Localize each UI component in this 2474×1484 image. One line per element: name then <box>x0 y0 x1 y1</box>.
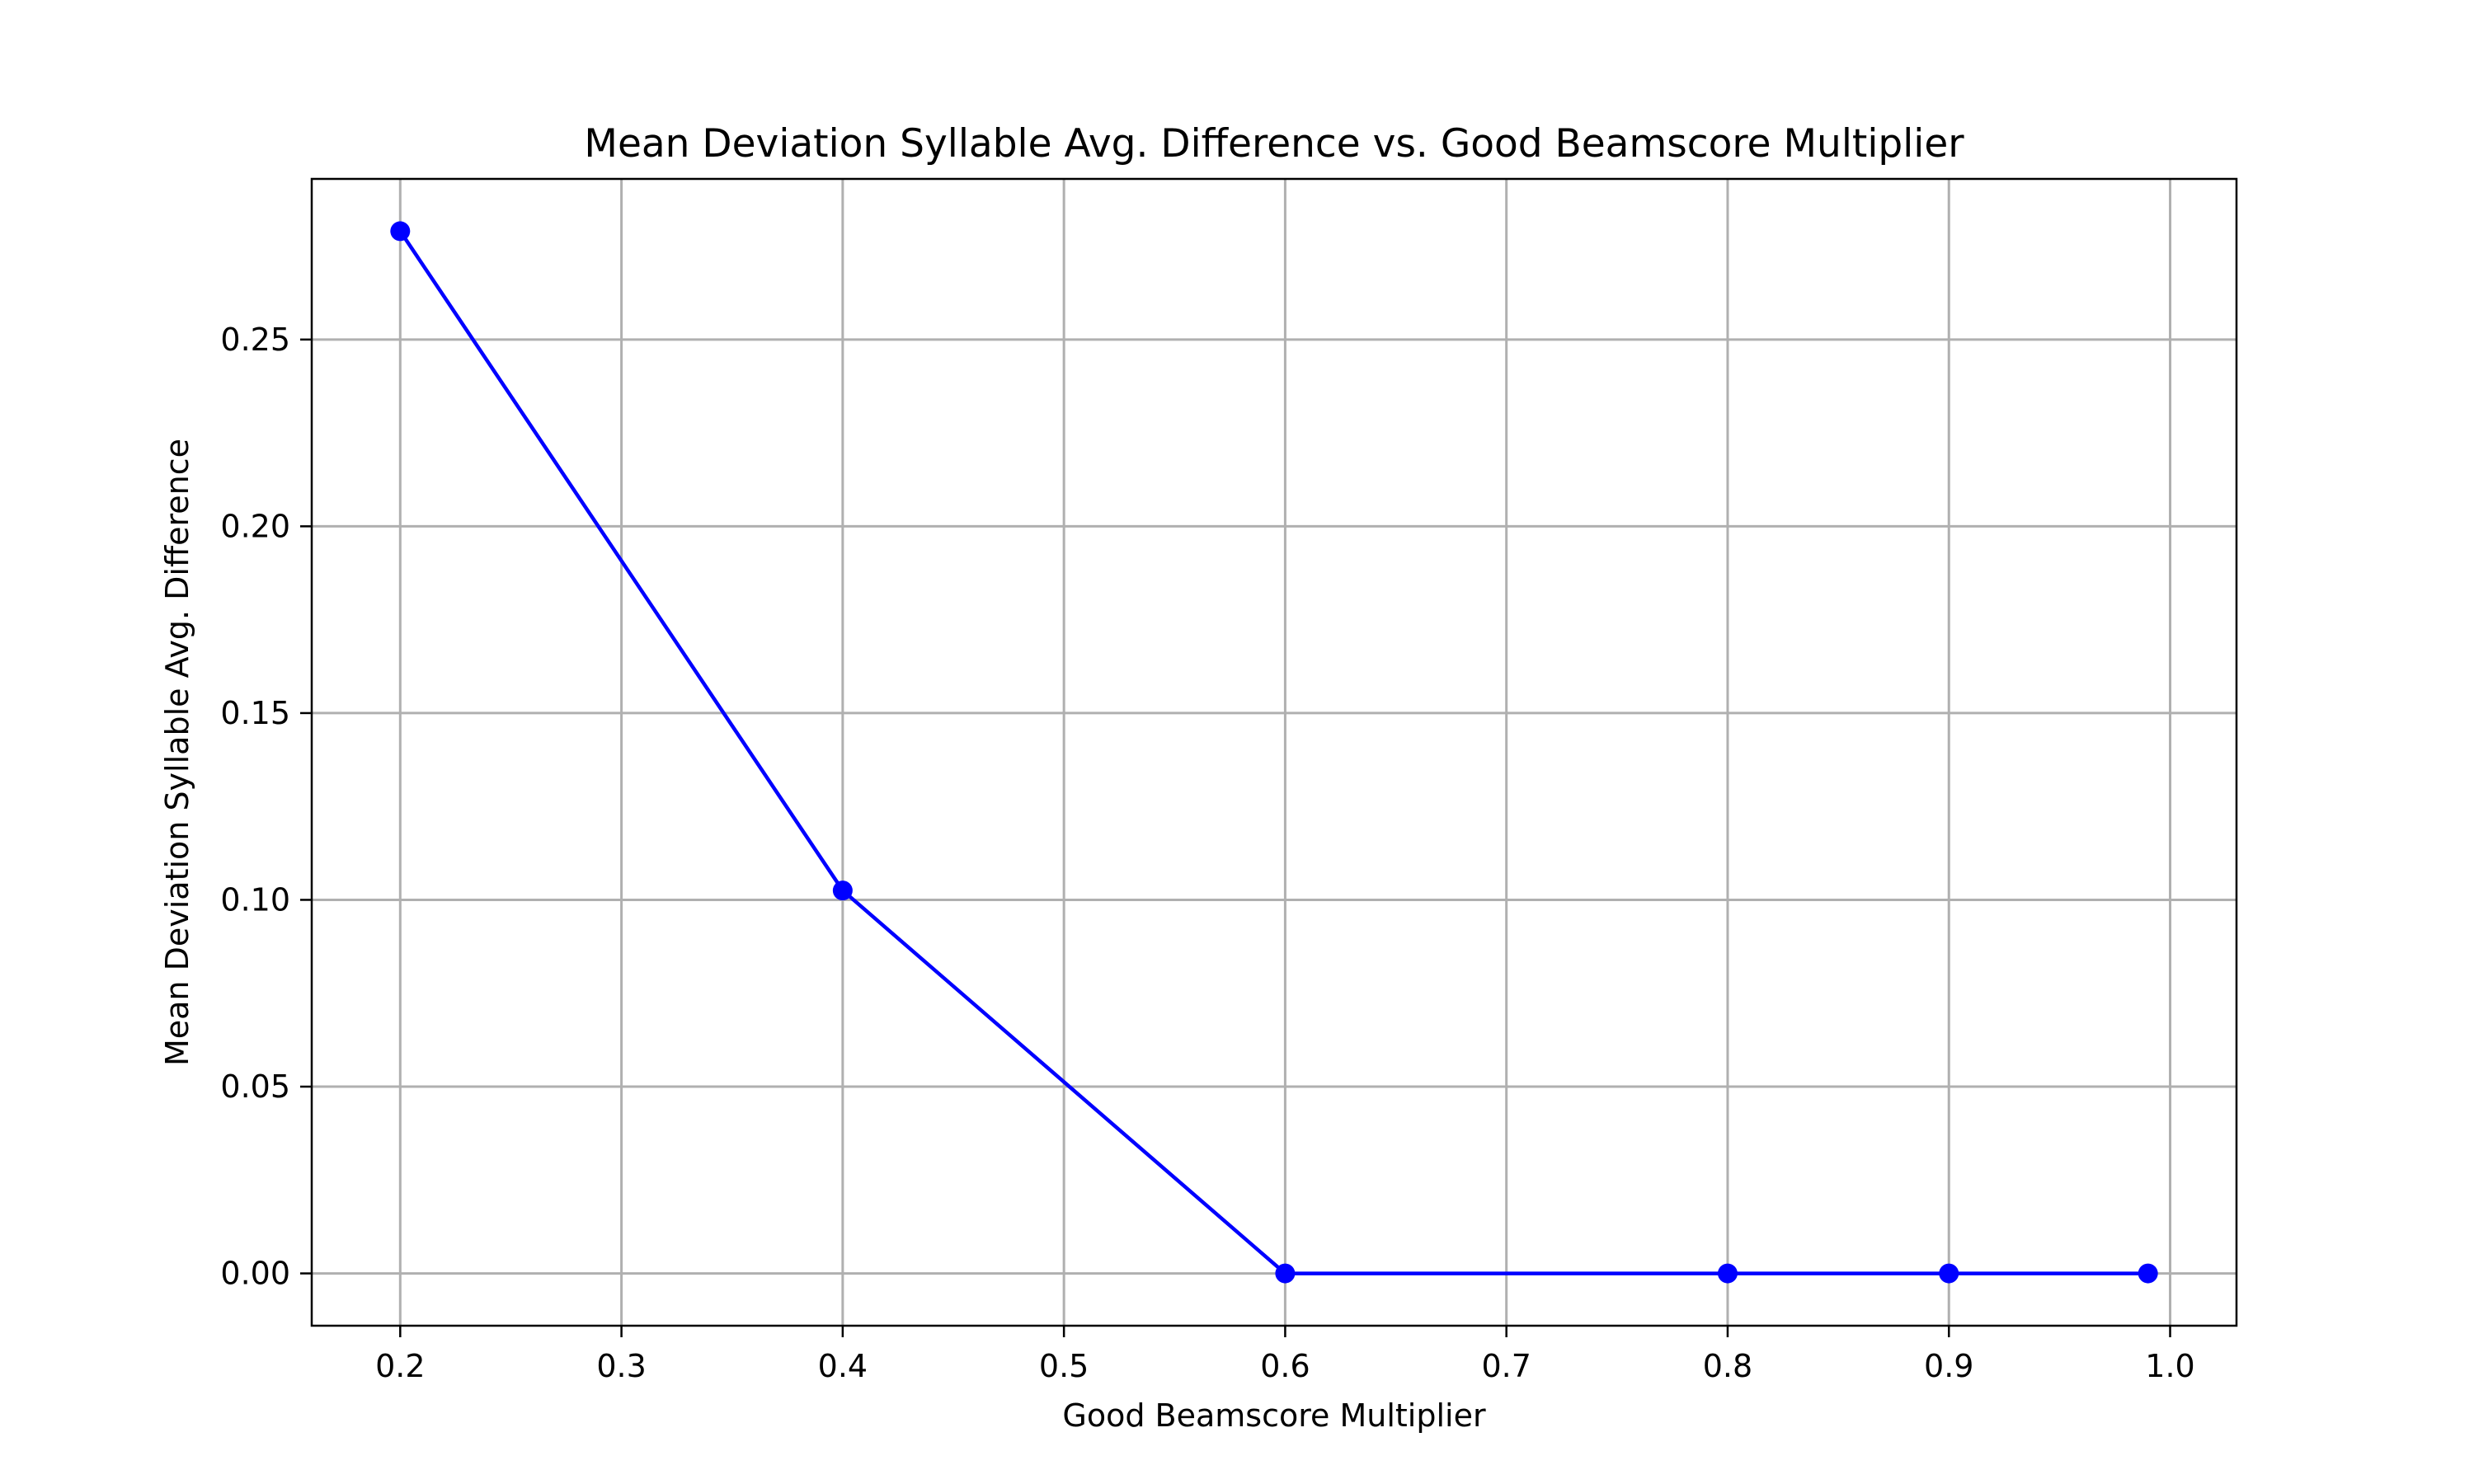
y-tick-label: 0.20 <box>220 508 290 544</box>
x-tick-label: 0.4 <box>818 1348 868 1384</box>
y-tick-label: 0.25 <box>220 322 290 358</box>
data-point <box>2138 1263 2158 1284</box>
y-axis-label: Mean Deviation Syllable Avg. Difference <box>159 439 195 1066</box>
series-layer <box>390 221 2158 1284</box>
y-tick-label: 0.10 <box>220 881 290 918</box>
x-tick-label: 0.9 <box>1924 1348 1973 1384</box>
chart-title: Mean Deviation Syllable Avg. Difference … <box>584 121 1964 167</box>
grid-lines <box>312 179 2236 1326</box>
x-axis-label: Good Beamscore Multiplier <box>1062 1397 1486 1434</box>
x-tick-label: 1.0 <box>2145 1348 2194 1384</box>
y-tick-label: 0.00 <box>220 1256 290 1292</box>
data-point <box>1717 1263 1738 1284</box>
data-point <box>832 881 853 901</box>
x-tick-label: 0.7 <box>1481 1348 1531 1384</box>
data-point <box>390 221 411 242</box>
x-tick-label: 0.8 <box>1703 1348 1752 1384</box>
data-point <box>1939 1263 1959 1284</box>
axis-ticks: 0.2 0.3 0.4 0.5 0.6 0.7 0.8 0.9 1.0 0.00 0.05 0.10 0… <box>220 322 2194 1384</box>
data-point <box>1275 1263 1296 1284</box>
series-line <box>398 230 2148 1275</box>
x-tick-label: 0.3 <box>596 1348 646 1384</box>
plot-area-frame <box>310 177 2238 1327</box>
x-tick-label: 0.2 <box>375 1348 425 1384</box>
x-tick-label: 0.5 <box>1039 1348 1089 1384</box>
x-tick-label: 0.6 <box>1260 1348 1310 1384</box>
y-tick-label: 0.15 <box>220 695 290 731</box>
y-tick-label: 0.05 <box>220 1068 290 1105</box>
